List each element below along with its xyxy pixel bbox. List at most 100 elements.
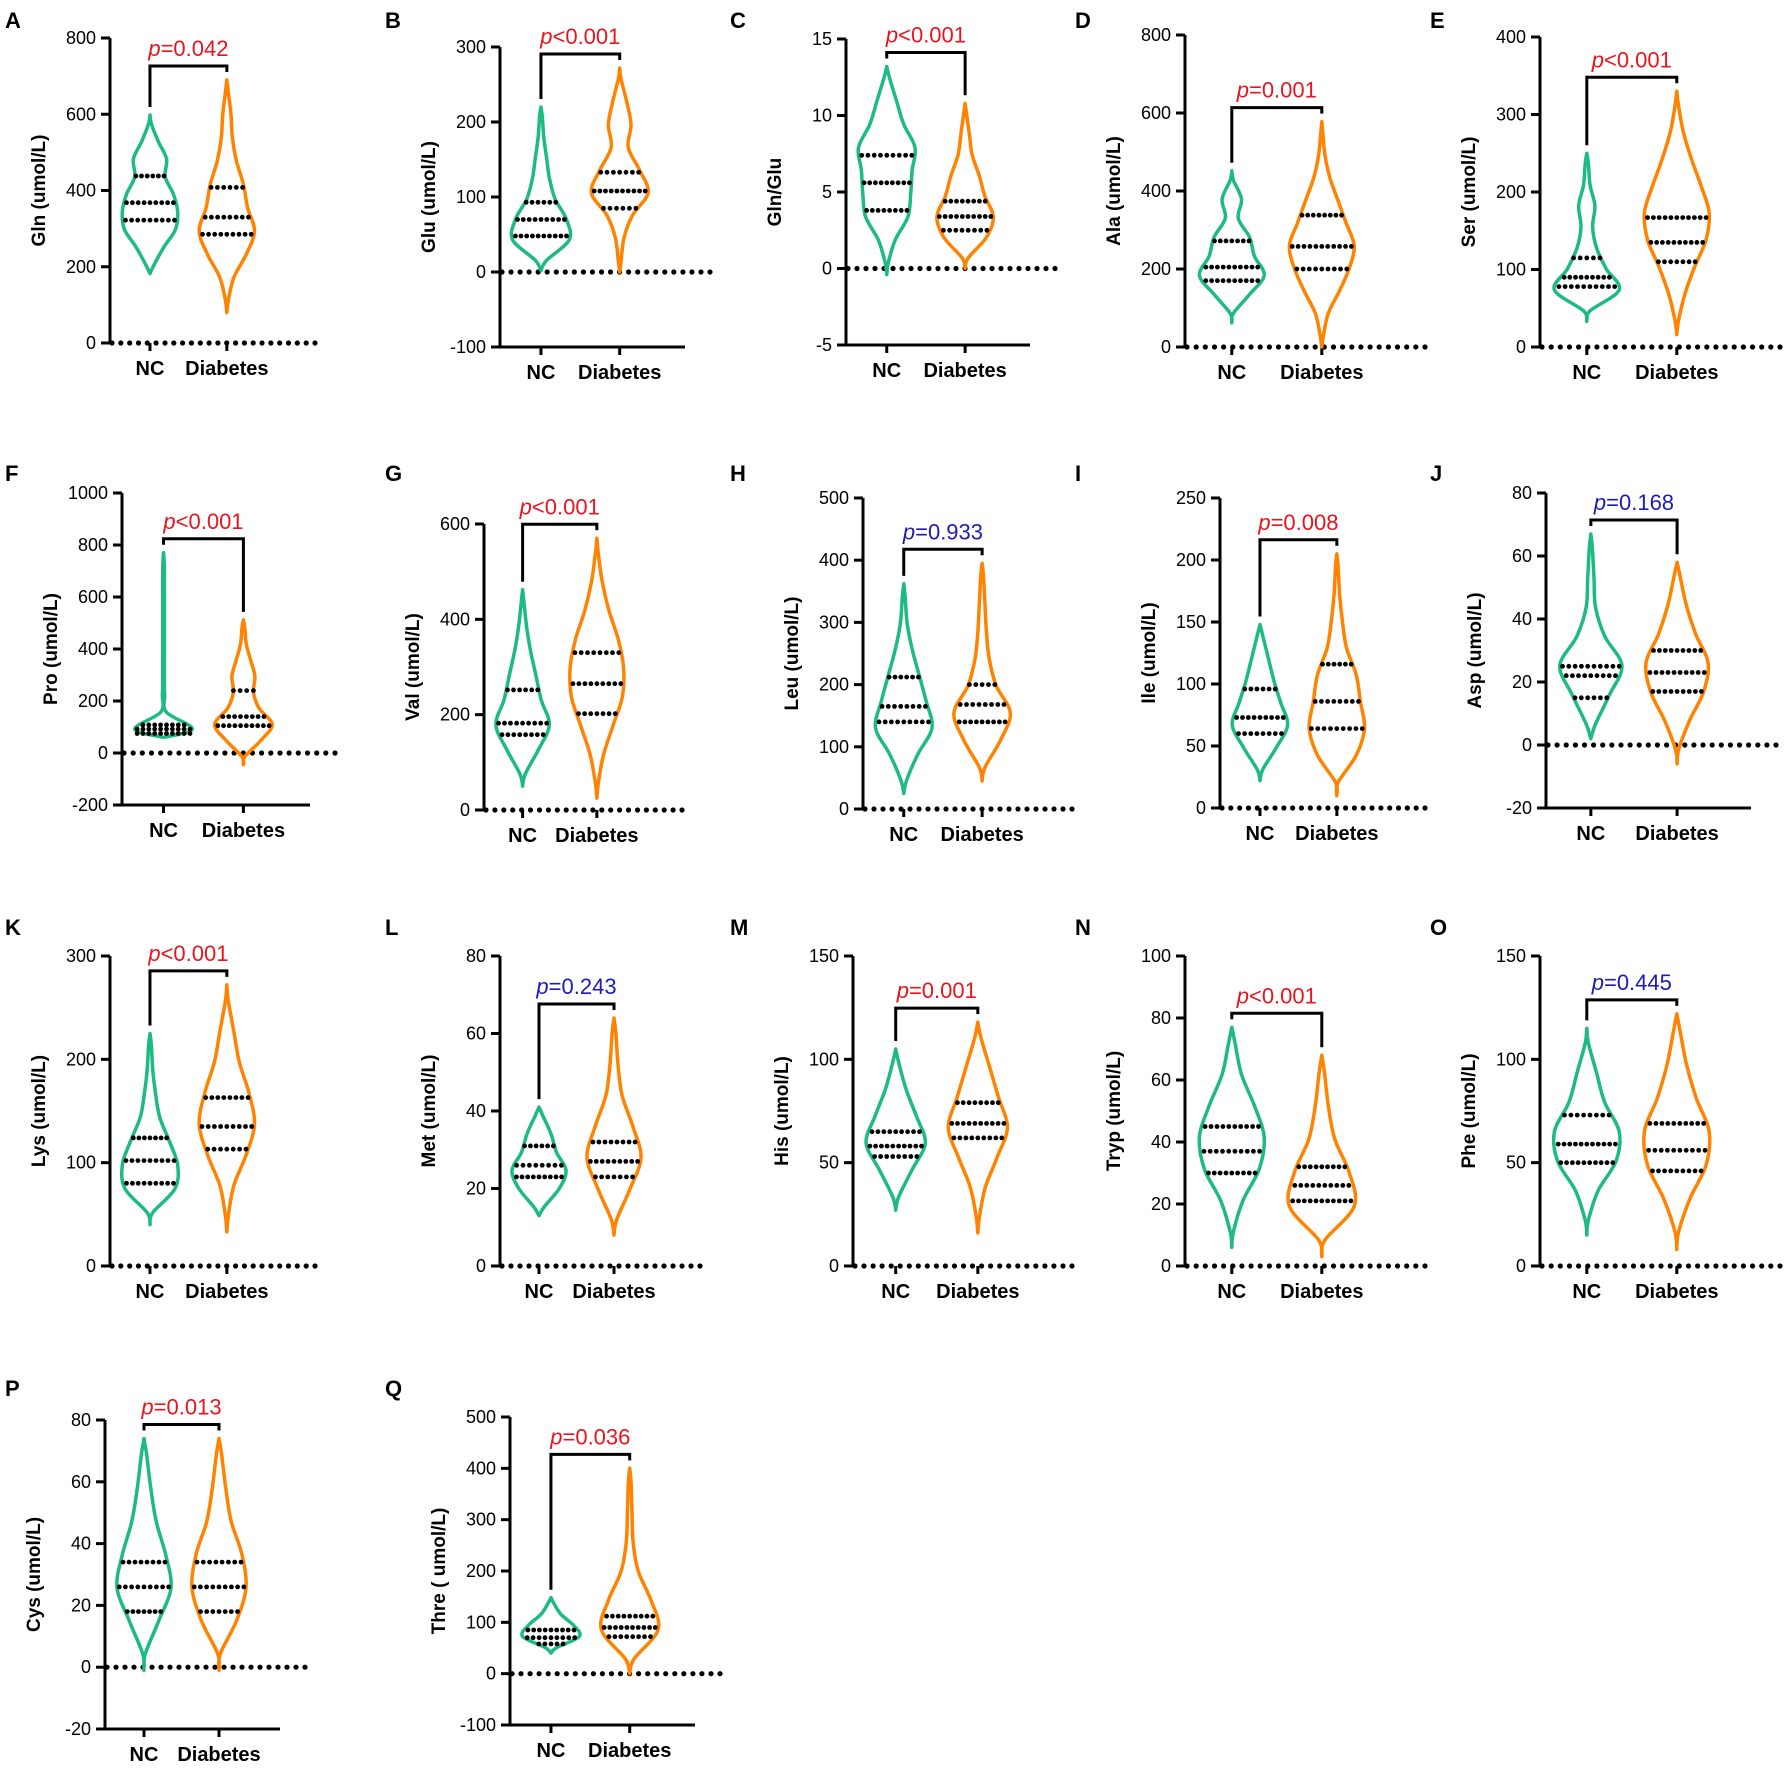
median-dot <box>1702 1147 1708 1153</box>
q1-dot <box>612 711 618 717</box>
p-symbol: p <box>519 494 532 519</box>
zero-dot <box>1034 265 1040 272</box>
q3-dot <box>1235 238 1240 244</box>
baseline-dot <box>1576 1263 1582 1269</box>
median-dot <box>1648 240 1654 245</box>
zero-dot <box>268 750 274 756</box>
q1-dot <box>1255 278 1261 284</box>
zero-dot <box>332 750 338 756</box>
q3-dot <box>221 1095 227 1100</box>
q1-dot <box>237 1146 243 1152</box>
q3-dot <box>1574 1112 1580 1118</box>
q1-dot <box>146 731 152 736</box>
nc-violin <box>494 588 552 788</box>
q1-dot <box>985 719 991 725</box>
zero-dot <box>149 1664 155 1670</box>
x-group-label: Diabetes <box>202 820 285 842</box>
p-value-label: p=0.001 <box>896 978 977 1003</box>
q1-dot <box>243 723 249 729</box>
q3-dot <box>1651 648 1656 653</box>
y-axis-title: Asp (umol/L) <box>1465 592 1486 708</box>
q3-dot <box>1668 215 1674 221</box>
q1-dot <box>1307 1198 1313 1204</box>
q1-dot <box>599 1174 604 1180</box>
x-group-label: NC <box>889 824 918 846</box>
median-dot <box>625 188 631 194</box>
q1-dot <box>1248 731 1254 736</box>
y-axis-title: Cys (umol/L) <box>24 1517 45 1632</box>
diabetes-violin <box>1287 119 1356 349</box>
median-dot <box>1606 673 1612 679</box>
median-dot <box>1601 1141 1607 1147</box>
median-dot <box>141 1158 147 1163</box>
median-dot <box>901 180 907 186</box>
median-dot <box>1665 1147 1670 1153</box>
baseline-dot <box>1281 805 1287 811</box>
q1-dot <box>159 217 165 223</box>
zero-dot <box>1709 742 1715 748</box>
q3-dot <box>1671 1121 1677 1126</box>
q3-dot <box>1319 1164 1325 1170</box>
zero-dot <box>204 750 210 756</box>
q1-dot <box>1229 1170 1235 1176</box>
q3-dot <box>1316 212 1322 218</box>
q1-dot <box>620 205 626 211</box>
p-symbol: p <box>885 23 898 48</box>
y-axis-title: Lys (umol/L) <box>29 1055 50 1167</box>
q3-dot <box>528 1143 533 1149</box>
q1-dot <box>1558 1160 1564 1166</box>
q3-dot <box>1337 661 1343 667</box>
q1-dot <box>153 1180 159 1186</box>
nc-violin <box>1551 1026 1622 1237</box>
median-dot <box>244 714 249 719</box>
q1-dot <box>536 1174 542 1180</box>
x-group-label: Diabetes <box>923 360 1006 382</box>
baseline-dot <box>206 1263 212 1269</box>
q1-dot <box>505 732 511 738</box>
median-dot <box>566 1635 572 1641</box>
median-dot <box>907 180 912 186</box>
q3-dot <box>1674 648 1680 653</box>
q3-dot <box>1701 1121 1707 1126</box>
significance-bracket <box>885 51 967 96</box>
q1-dot <box>1348 1198 1354 1204</box>
zero-dot <box>257 1664 263 1670</box>
median-dot <box>1255 264 1261 270</box>
baseline-dot <box>118 1263 124 1269</box>
baseline-dot <box>1422 1263 1428 1269</box>
q1-dot <box>1321 726 1327 731</box>
q1-dot <box>1334 726 1340 731</box>
baseline-dot <box>1024 806 1030 812</box>
q1-dot <box>953 227 959 233</box>
y-tick-label: 15 <box>812 29 832 49</box>
q3-dot <box>995 1100 1001 1106</box>
q1-dot <box>519 1174 525 1180</box>
zero-dot <box>203 1664 209 1670</box>
q3-dot <box>227 185 233 190</box>
q1-dot <box>1606 284 1611 289</box>
x-group-label: Diabetes <box>555 825 638 847</box>
median-dot <box>1001 1121 1007 1126</box>
median-dot <box>123 1584 128 1590</box>
x-group-label: NC <box>537 1740 566 1762</box>
median-dot <box>614 188 620 194</box>
nc-violin <box>1558 532 1624 741</box>
median-dot <box>879 704 885 709</box>
baseline-dot <box>897 1263 903 1269</box>
significance-bracket <box>1230 106 1324 163</box>
median-dot <box>520 720 525 726</box>
q3-dot <box>1299 212 1305 218</box>
y-tick-label: 200 <box>1496 182 1526 202</box>
q1-dot <box>1211 1170 1217 1176</box>
median-dot <box>124 200 129 206</box>
q1-dot <box>558 233 564 239</box>
q3-dot <box>529 199 535 205</box>
x-group-label: NC <box>1217 362 1246 384</box>
x-group-label: NC <box>525 1281 554 1303</box>
zero-dot <box>194 1664 200 1670</box>
baseline-dot <box>960 1263 967 1269</box>
q3-dot <box>1692 648 1698 653</box>
zero-dot <box>926 265 932 272</box>
zero-dot <box>580 269 587 275</box>
